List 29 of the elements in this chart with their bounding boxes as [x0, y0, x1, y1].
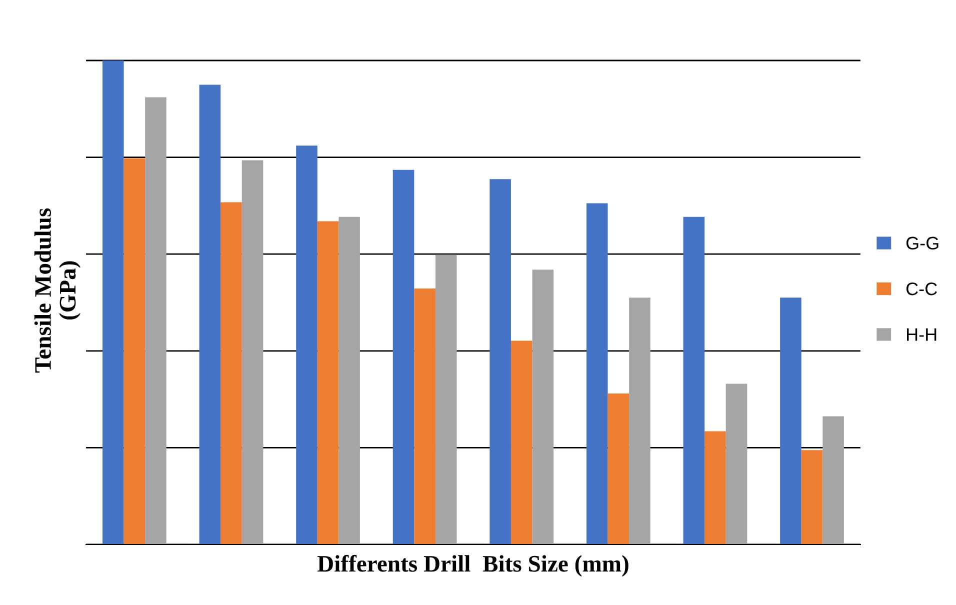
bar [780, 298, 802, 544]
bar [296, 146, 318, 544]
bar [317, 221, 339, 544]
bar [392, 170, 414, 544]
bar [490, 179, 511, 544]
bar [683, 216, 705, 544]
bar [220, 202, 242, 544]
bar [801, 450, 823, 544]
bar [726, 384, 748, 544]
bar [510, 340, 532, 544]
legend-label: C-C [906, 282, 937, 296]
bar [414, 288, 436, 544]
x-axis-title: Differents Drill Bits Size (mm) [317, 554, 628, 577]
bar [199, 84, 221, 544]
legend-label: G-G [906, 236, 938, 250]
bar [102, 60, 124, 544]
bar [124, 158, 146, 544]
bar [338, 216, 360, 544]
bar [532, 270, 554, 544]
legend-label: H-H [907, 328, 936, 341]
bar [242, 160, 264, 544]
y-axis-title: Tensile Modulus (GPa) [34, 208, 80, 373]
bar [586, 203, 608, 544]
bar [822, 416, 844, 544]
bar [704, 431, 726, 544]
bar [145, 97, 166, 544]
bar [629, 298, 650, 544]
bar [608, 393, 630, 544]
bar [435, 254, 457, 544]
